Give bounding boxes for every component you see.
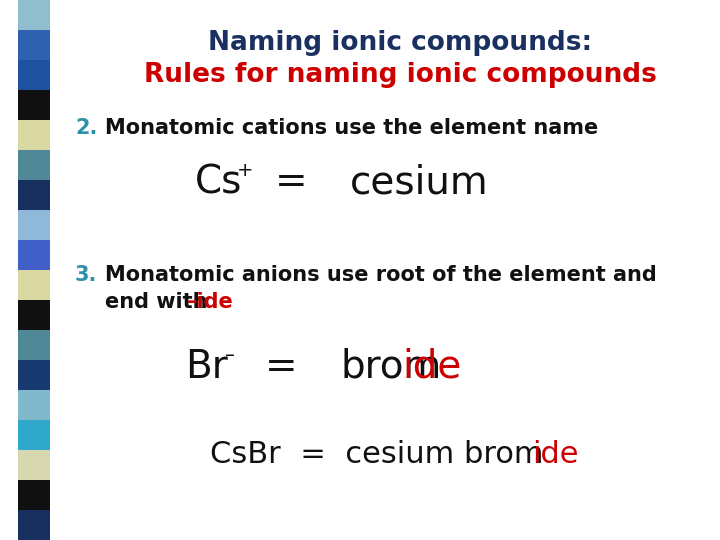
Text: ide: ide (532, 440, 578, 469)
Bar (18, 180, 50, 210)
Text: cesium: cesium (350, 163, 489, 201)
Bar (18, 30, 50, 60)
Bar (18, 480, 50, 510)
Text: Monatomic cations use the element name: Monatomic cations use the element name (105, 118, 598, 138)
Text: =: = (275, 163, 307, 201)
Text: Br: Br (185, 348, 228, 386)
Text: end with: end with (105, 292, 215, 312)
Bar (18, 150, 50, 180)
Text: 3.: 3. (75, 265, 97, 285)
Bar (18, 330, 50, 360)
Text: ide: ide (402, 348, 462, 386)
Text: Rules for naming ionic compounds: Rules for naming ionic compounds (143, 62, 657, 88)
Bar (18, 270, 50, 300)
Bar (18, 450, 50, 480)
Bar (18, 0, 50, 30)
Text: –: – (225, 346, 235, 365)
Bar (18, 120, 50, 150)
Bar (18, 510, 50, 540)
Bar (18, 420, 50, 450)
Bar (18, 90, 50, 120)
Text: Monatomic anions use root of the element and: Monatomic anions use root of the element… (105, 265, 657, 285)
Text: =: = (265, 348, 297, 386)
Text: Naming ionic compounds:: Naming ionic compounds: (208, 30, 592, 56)
Bar (18, 390, 50, 420)
Text: CsBr  =  cesium brom: CsBr = cesium brom (210, 440, 544, 469)
Bar (18, 60, 50, 90)
Text: 2.: 2. (75, 118, 97, 138)
Bar (18, 360, 50, 390)
Text: Cs: Cs (195, 163, 243, 201)
Bar (18, 210, 50, 240)
Text: +: + (237, 161, 253, 180)
Bar (18, 300, 50, 330)
Text: –ide: –ide (187, 292, 234, 312)
Bar (18, 240, 50, 270)
Text: brom: brom (340, 348, 441, 386)
